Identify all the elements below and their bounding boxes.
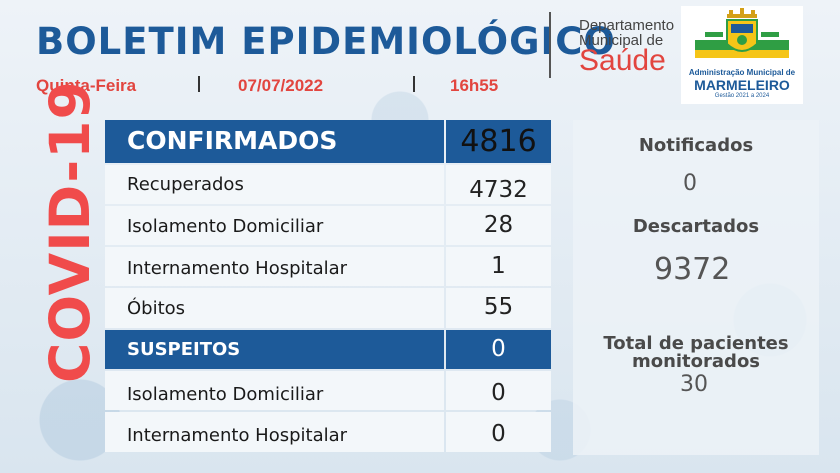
suspected-home-isolation-label: Isolamento Domiciliar	[127, 384, 324, 405]
weekday-text: Quinta-Feira	[36, 76, 137, 95]
table-cell	[446, 247, 551, 286]
covid-side-title: COVID-19	[38, 80, 102, 383]
table-row: Recuperados 4732	[105, 165, 551, 204]
table-cell	[105, 288, 444, 328]
suspected-value: 0	[491, 336, 506, 362]
monitored-label-line-1: Total de pacientes	[603, 333, 789, 354]
coat-of-arms-icon	[695, 8, 789, 58]
table-row: Isolamento Domiciliar 0	[105, 371, 551, 410]
confirmed-value-text: 4816	[460, 124, 537, 159]
home-isolation-label: Isolamento Domiciliar	[127, 216, 324, 237]
table-cell	[105, 412, 444, 452]
table-row: Isolamento Domiciliar 28	[105, 206, 551, 245]
department-name: Saúde	[579, 44, 666, 77]
header-separator	[198, 76, 200, 92]
table-cell	[446, 412, 551, 452]
deaths-label: Óbitos	[127, 298, 186, 319]
notified-label: Notificados	[638, 135, 754, 156]
suspected-hospitalization-value: 0	[491, 421, 506, 447]
deaths-value: 55	[483, 294, 514, 320]
hospitalization-label: Internamento Hospitalar	[127, 258, 348, 279]
suspected-home-isolation-value: 0	[491, 380, 506, 406]
suspected-label: SUSPEITOS	[127, 339, 241, 360]
logo-city-name: MARMELEIRO	[694, 77, 790, 93]
table-cell	[105, 206, 444, 245]
time-text: 16h55	[450, 76, 499, 95]
table-cell	[105, 371, 444, 410]
confirmed-value-bg	[447, 120, 551, 163]
discarded-value: 9372	[654, 252, 731, 287]
page-title: BOLETIM EPIDEMIOLÓGICO	[36, 20, 616, 63]
hospitalization-value: 1	[491, 253, 506, 279]
table-cell	[105, 120, 444, 163]
department-line-2: Municipal de	[579, 32, 664, 49]
table-cell	[105, 247, 444, 286]
table-cell	[446, 206, 551, 245]
logo-term: Gestão 2021 a 2024	[714, 93, 770, 99]
header-divider	[549, 12, 551, 78]
table-row: Óbitos 55	[105, 288, 551, 328]
discarded-label: Descartados	[632, 216, 760, 237]
suspected-header-row: SUSPEITOS 0	[105, 330, 551, 369]
monitored-value: 30	[680, 372, 708, 397]
municipal-logo: Administração Municipal de MARMELEIRO Ge…	[681, 6, 803, 104]
table-row: Internamento Hospitalar 0	[105, 412, 551, 452]
table-cell	[446, 371, 551, 410]
summary-panel	[573, 120, 819, 455]
table-cell	[446, 165, 551, 204]
header-separator	[413, 76, 415, 92]
suspected-hospitalization-label: Internamento Hospitalar	[127, 425, 348, 446]
home-isolation-value: 28	[483, 212, 514, 238]
table-cell	[105, 330, 444, 369]
confirmed-label: CONFIRMADOS	[127, 126, 338, 155]
department-line-1: Departamento	[579, 17, 675, 34]
recovered-value: 4732	[469, 177, 528, 203]
recovered-label: Recuperados	[127, 174, 244, 195]
logo-caption: Administração Municipal de	[688, 68, 796, 77]
table-cell	[446, 330, 551, 369]
table-row: Internamento Hospitalar 1	[105, 247, 551, 286]
table-cell	[446, 288, 551, 328]
date-text: 07/07/2022	[238, 76, 324, 95]
notified-value: 0	[683, 171, 697, 196]
table-cell	[105, 165, 444, 204]
monitored-label-line-2: monitorados	[631, 351, 761, 372]
